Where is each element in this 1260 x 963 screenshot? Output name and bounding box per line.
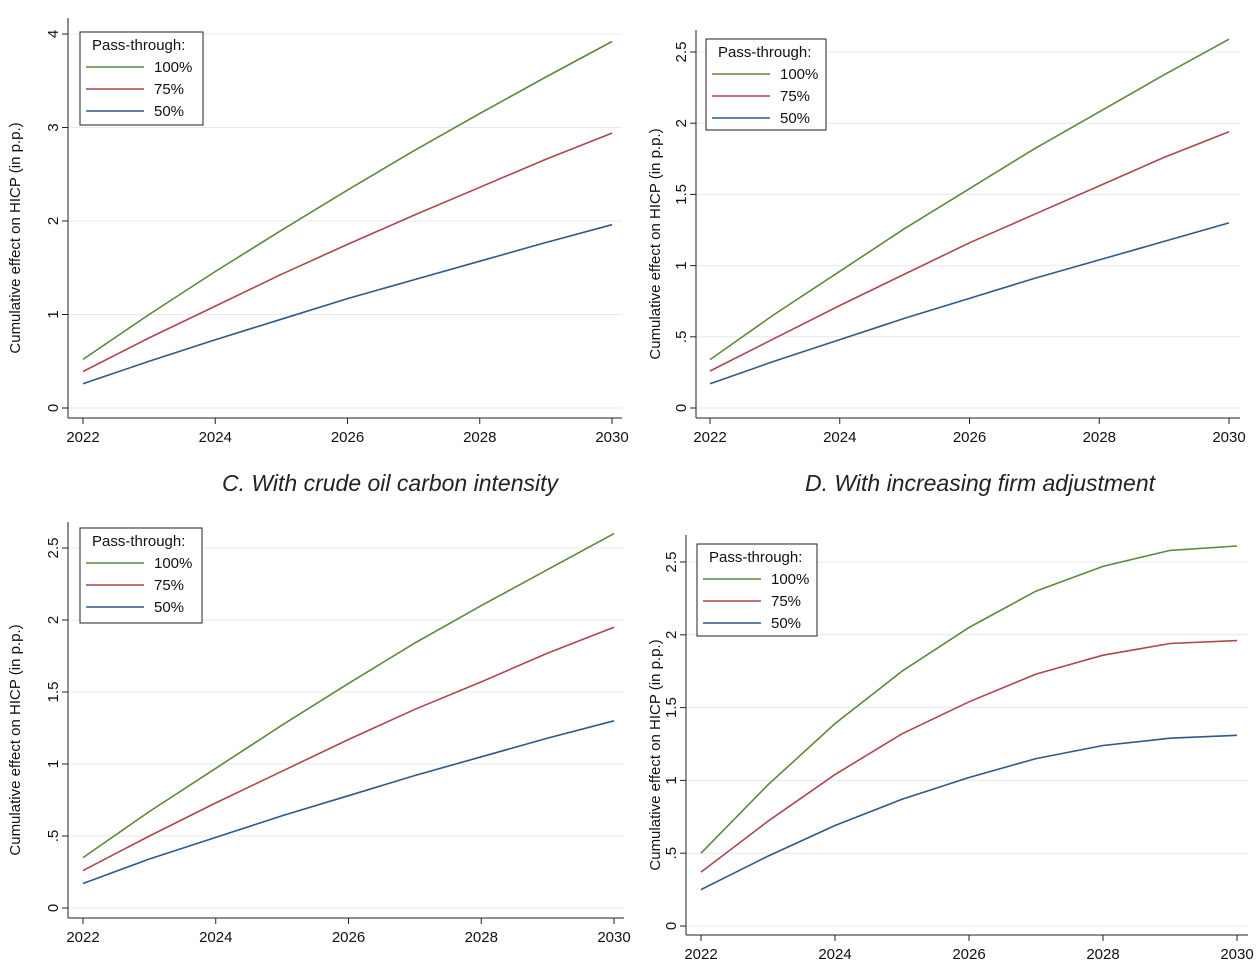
x-tick-label: 2022: [66, 929, 99, 946]
y-tick-label: 1: [663, 776, 680, 784]
y-tick-label: 2: [45, 217, 62, 225]
chart-c-title: C. With crude oil carbon intensity: [222, 470, 558, 496]
y-tick-label: 1.5: [673, 184, 690, 205]
x-tick-label: 2022: [693, 429, 726, 446]
x-tick-label: 2028: [1083, 429, 1116, 446]
y-tick-label: 0: [663, 922, 680, 930]
chart-d-svg: 0 .5 1 1.5 2 2.5 2022 2024 2026 2028 2030 Cumulativ…: [647, 535, 1254, 963]
y-tick-label: 2.5: [45, 538, 62, 559]
y-tick-label: 1: [45, 310, 62, 318]
legend-label: 100%: [780, 66, 818, 83]
y-tick-label: 0: [45, 904, 62, 912]
chart-a-svg: 0 1 2 3 4 2022 2024 2026 2028 2030 Cumulative effe…: [7, 18, 629, 446]
legend-label: 100%: [154, 59, 192, 76]
x-tick-label: 2026: [331, 429, 364, 446]
series-line-100pct: [709, 38, 1230, 361]
legend-label: 50%: [780, 110, 810, 127]
x-tick-label: 2026: [952, 946, 985, 963]
x-tick-label: 2024: [199, 429, 232, 446]
y-tick-label: .5: [45, 830, 62, 843]
legend-label: 50%: [154, 599, 184, 616]
y-tick-label: .5: [673, 331, 690, 344]
x-tick-label: 2026: [953, 429, 986, 446]
legend-box: [79, 31, 204, 126]
x-tick-label: 2024: [199, 929, 232, 946]
series-line-50pct: [82, 720, 615, 885]
series-line-100pct: [82, 40, 613, 361]
series-line-50pct: [82, 223, 613, 385]
legend-title: Pass-through:: [709, 549, 802, 566]
legend-box: [705, 38, 827, 131]
x-tick-label: 2026: [332, 929, 365, 946]
legend-label: 75%: [154, 577, 184, 594]
legend-label: 50%: [154, 103, 184, 120]
chart-d-title: D. With increasing firm adjustment: [804, 470, 1156, 496]
chart-panel-c: 0 .5 1 1.5 2 2.5 2022 2024 2026 2028 2030 Cumulativ…: [0, 500, 640, 963]
series-line-50pct: [709, 222, 1230, 385]
legend-label: 75%: [771, 593, 801, 610]
chart-panel-a: 0 1 2 3 4 2022 2024 2026 2028 2030 Cumulative effe…: [0, 0, 640, 470]
y-tick-label: 2.5: [673, 42, 690, 63]
series-line-100pct: [700, 545, 1238, 854]
x-tick-label: 2030: [595, 429, 628, 446]
chart-b-svg: 0 .5 1 1.5 2 2.5 2022 2024 2026 2028 2030 Cumulativ…: [647, 30, 1246, 446]
x-tick-label: 2028: [463, 429, 496, 446]
series-line-75pct: [700, 639, 1238, 873]
y-axis-title: Cumulative effect on HICP (in p.p.): [7, 624, 24, 855]
legend-title: Pass-through:: [92, 37, 185, 54]
series-line-100pct: [82, 532, 615, 859]
y-tick-label: 1: [45, 760, 62, 768]
y-axis-title: Cumulative effect on HICP (in p.p.): [647, 128, 664, 359]
legend-label: 75%: [780, 88, 810, 105]
series-line-75pct: [82, 626, 615, 872]
series-line-75pct: [709, 130, 1230, 372]
y-tick-label: 3: [45, 123, 62, 131]
legend-label: 100%: [154, 555, 192, 572]
y-tick-label: .5: [663, 847, 680, 860]
x-tick-label: 2030: [597, 929, 630, 946]
x-tick-label: 2022: [66, 429, 99, 446]
legend-title: Pass-through:: [718, 44, 811, 61]
x-tick-label: 2030: [1220, 946, 1253, 963]
legend-label: 100%: [771, 571, 809, 588]
legend-label: 50%: [771, 615, 801, 632]
y-tick-label: 0: [673, 404, 690, 412]
x-tick-label: 2024: [818, 946, 851, 963]
chart-panel-b: 0 .5 1 1.5 2 2.5 2022 2024 2026 2028 2030 Cumulativ…: [640, 0, 1260, 470]
y-tick-label: 0: [45, 404, 62, 412]
y-tick-label: 4: [45, 30, 62, 38]
legend-box: [696, 543, 818, 637]
series-line-75pct: [82, 132, 613, 373]
y-tick-label: 2.5: [663, 552, 680, 573]
y-tick-label: 1.5: [663, 697, 680, 718]
legend-title: Pass-through:: [92, 533, 185, 550]
y-axis-title: Cumulative effect on HICP (in p.p.): [647, 639, 664, 870]
x-tick-label: 2028: [465, 929, 498, 946]
y-tick-label: 1.5: [45, 682, 62, 703]
y-tick-label: 2: [673, 119, 690, 127]
series-line-50pct: [700, 734, 1238, 891]
x-tick-label: 2022: [684, 946, 717, 963]
x-tick-label: 2030: [1212, 429, 1245, 446]
legend-label: 75%: [154, 81, 184, 98]
chart-panel-d: 0 .5 1 1.5 2 2.5 2022 2024 2026 2028 2030 Cumulativ…: [640, 500, 1260, 963]
y-tick-label: 2: [663, 631, 680, 639]
y-tick-label: 2: [45, 616, 62, 624]
y-tick-label: 1: [673, 261, 690, 269]
x-tick-label: 2024: [823, 429, 856, 446]
y-axis-title: Cumulative effect on HICP (in p.p.): [7, 122, 24, 353]
x-tick-label: 2028: [1086, 946, 1119, 963]
chart-c-svg: 0 .5 1 1.5 2 2.5 2022 2024 2026 2028 2030 Cumulativ…: [7, 522, 631, 946]
